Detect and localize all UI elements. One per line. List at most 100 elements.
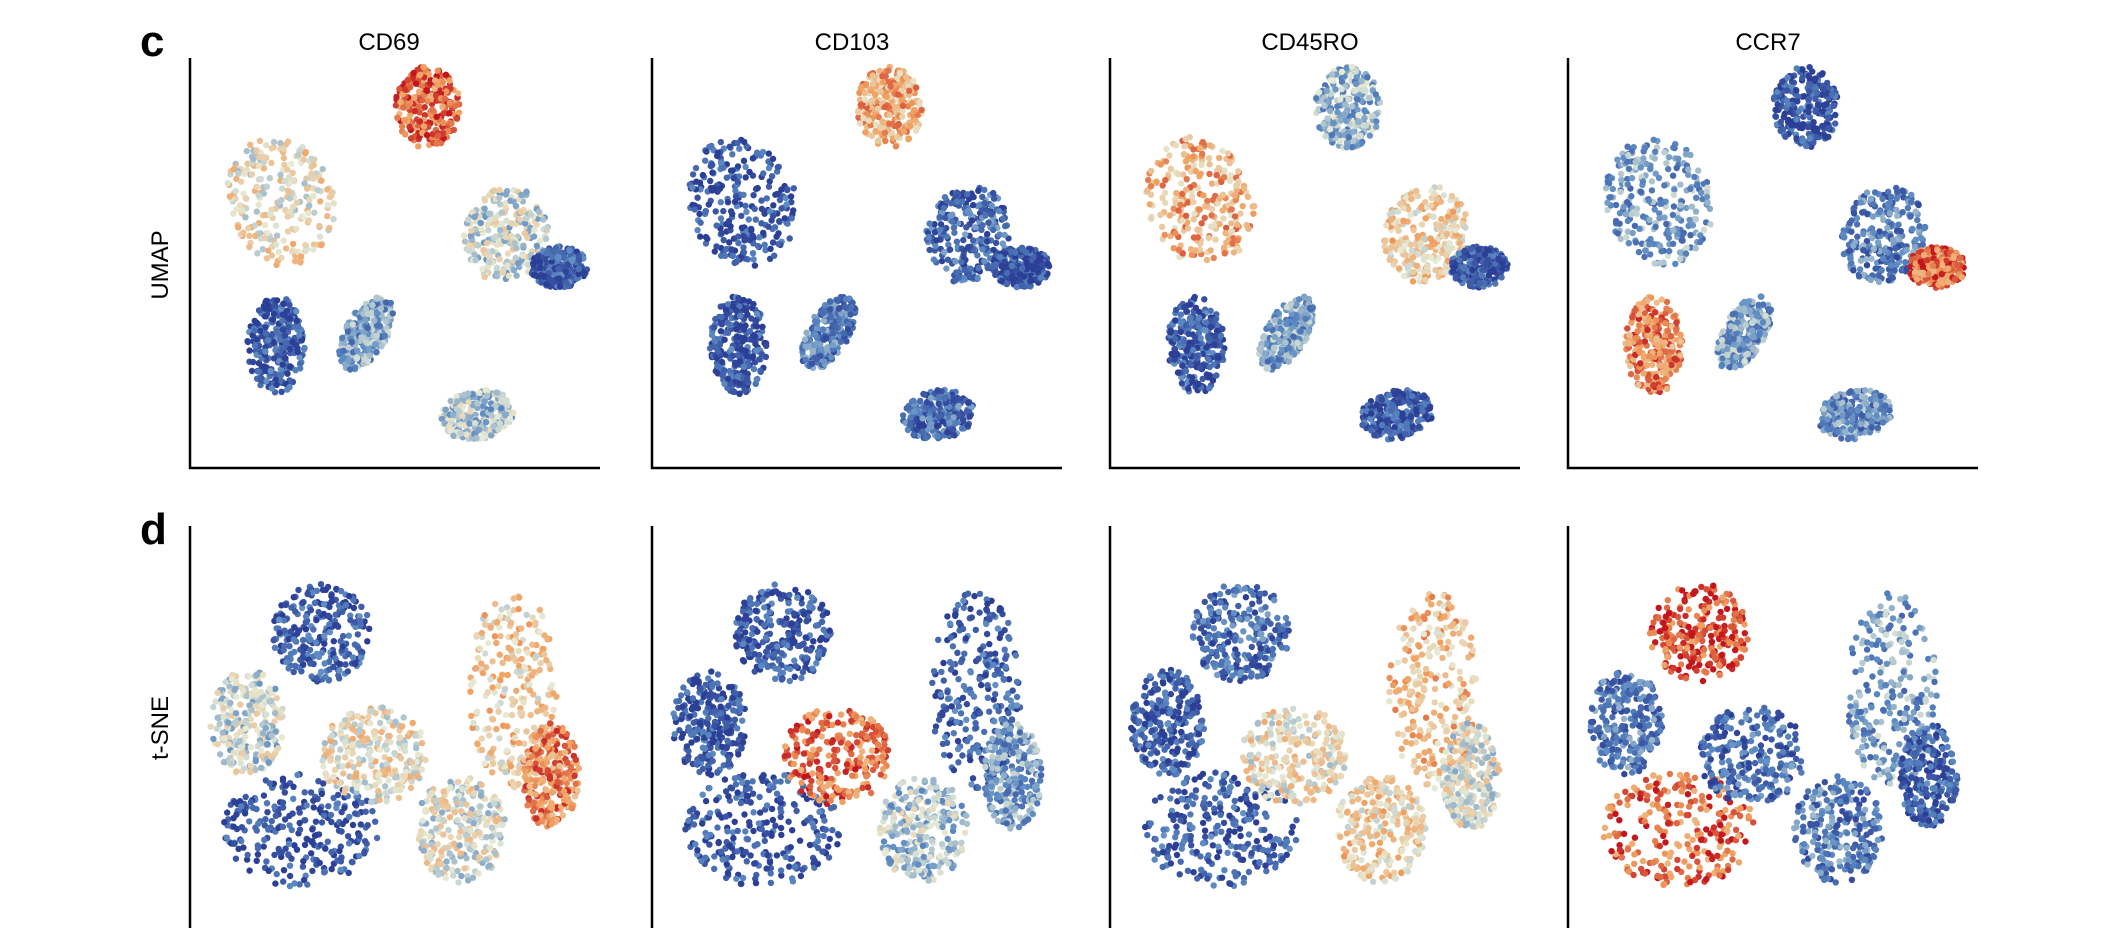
data-point — [1180, 338, 1188, 345]
data-point — [917, 397, 924, 405]
data-point — [273, 297, 281, 304]
data-point — [249, 358, 257, 366]
data-point — [273, 381, 280, 388]
data-point — [575, 265, 583, 273]
data-point — [1223, 239, 1230, 246]
data-point — [292, 367, 299, 374]
data-point — [317, 198, 324, 205]
data-point — [716, 341, 723, 349]
data-point — [286, 208, 294, 215]
data-point — [898, 97, 905, 104]
data-point — [1443, 252, 1450, 259]
data-point — [483, 392, 491, 399]
data-point — [750, 365, 758, 373]
data-point — [1193, 352, 1200, 359]
data-point — [1343, 144, 1350, 151]
data-point — [1459, 274, 1467, 281]
data-point — [421, 104, 428, 111]
data-point — [400, 104, 407, 111]
data-point — [267, 236, 274, 243]
data-point — [1183, 347, 1190, 354]
cluster-right-blob — [1448, 243, 1511, 291]
data-point — [303, 185, 311, 192]
data-point — [293, 199, 300, 206]
data-point — [1202, 327, 1209, 334]
data-point — [493, 389, 500, 396]
data-point — [302, 150, 309, 157]
data-point — [534, 253, 541, 260]
data-point — [1180, 150, 1188, 158]
data-point — [266, 174, 273, 182]
data-point — [280, 300, 287, 307]
data-point — [708, 142, 715, 150]
data-point — [284, 166, 291, 173]
data-point — [905, 404, 912, 411]
data-point — [751, 333, 759, 340]
data-point — [1210, 254, 1217, 262]
data-point — [1181, 143, 1188, 150]
data-point — [523, 189, 530, 196]
data-point — [480, 246, 487, 254]
data-point — [819, 310, 826, 317]
data-point — [432, 92, 440, 99]
data-point — [717, 215, 725, 222]
data-point — [979, 193, 986, 201]
data-point — [1208, 323, 1215, 331]
data-point — [941, 395, 948, 402]
data-point — [237, 202, 244, 209]
data-point — [1036, 257, 1044, 264]
data-point — [1395, 265, 1403, 272]
data-point — [1163, 145, 1170, 153]
data-point — [268, 145, 275, 152]
data-point — [1400, 272, 1408, 280]
data-point — [420, 123, 428, 130]
data-point — [865, 117, 872, 124]
data-point — [1448, 192, 1456, 200]
data-point — [759, 148, 767, 156]
data-point — [286, 301, 293, 309]
cluster-left-lower — [1165, 293, 1228, 395]
data-point — [262, 330, 270, 337]
data-point — [905, 135, 913, 142]
data-point — [1422, 276, 1429, 284]
data-point — [1444, 245, 1451, 252]
data-point — [869, 72, 876, 79]
data-point — [261, 222, 269, 229]
data-point — [753, 376, 760, 383]
data-point — [998, 263, 1005, 270]
data-point — [516, 216, 523, 223]
data-point — [475, 426, 482, 434]
data-point — [373, 294, 380, 301]
data-point — [906, 122, 914, 129]
data-point — [729, 151, 736, 158]
data-point — [717, 138, 724, 146]
data-point — [1208, 212, 1215, 219]
data-point — [1175, 246, 1183, 254]
data-point — [253, 147, 260, 154]
data-point — [750, 192, 757, 199]
data-point — [952, 276, 959, 284]
data-point — [1012, 249, 1019, 256]
data-point — [1206, 142, 1214, 149]
data-point — [710, 343, 717, 350]
data-point — [394, 114, 401, 122]
data-point — [707, 162, 714, 170]
data-point — [282, 339, 289, 346]
data-point — [842, 295, 850, 303]
data-point — [1400, 217, 1407, 224]
data-point — [275, 248, 282, 256]
data-point — [1395, 227, 1402, 234]
data-point — [263, 183, 271, 190]
data-point — [235, 224, 242, 231]
data-point — [788, 215, 795, 222]
data-point — [471, 419, 479, 427]
data-point — [1221, 167, 1228, 174]
data-point — [416, 88, 423, 95]
row-label-umap: UMAP — [147, 230, 174, 299]
data-point — [474, 400, 481, 407]
data-point — [262, 234, 269, 242]
data-point — [734, 178, 742, 186]
data-point — [962, 231, 969, 238]
data-point — [1175, 207, 1182, 214]
